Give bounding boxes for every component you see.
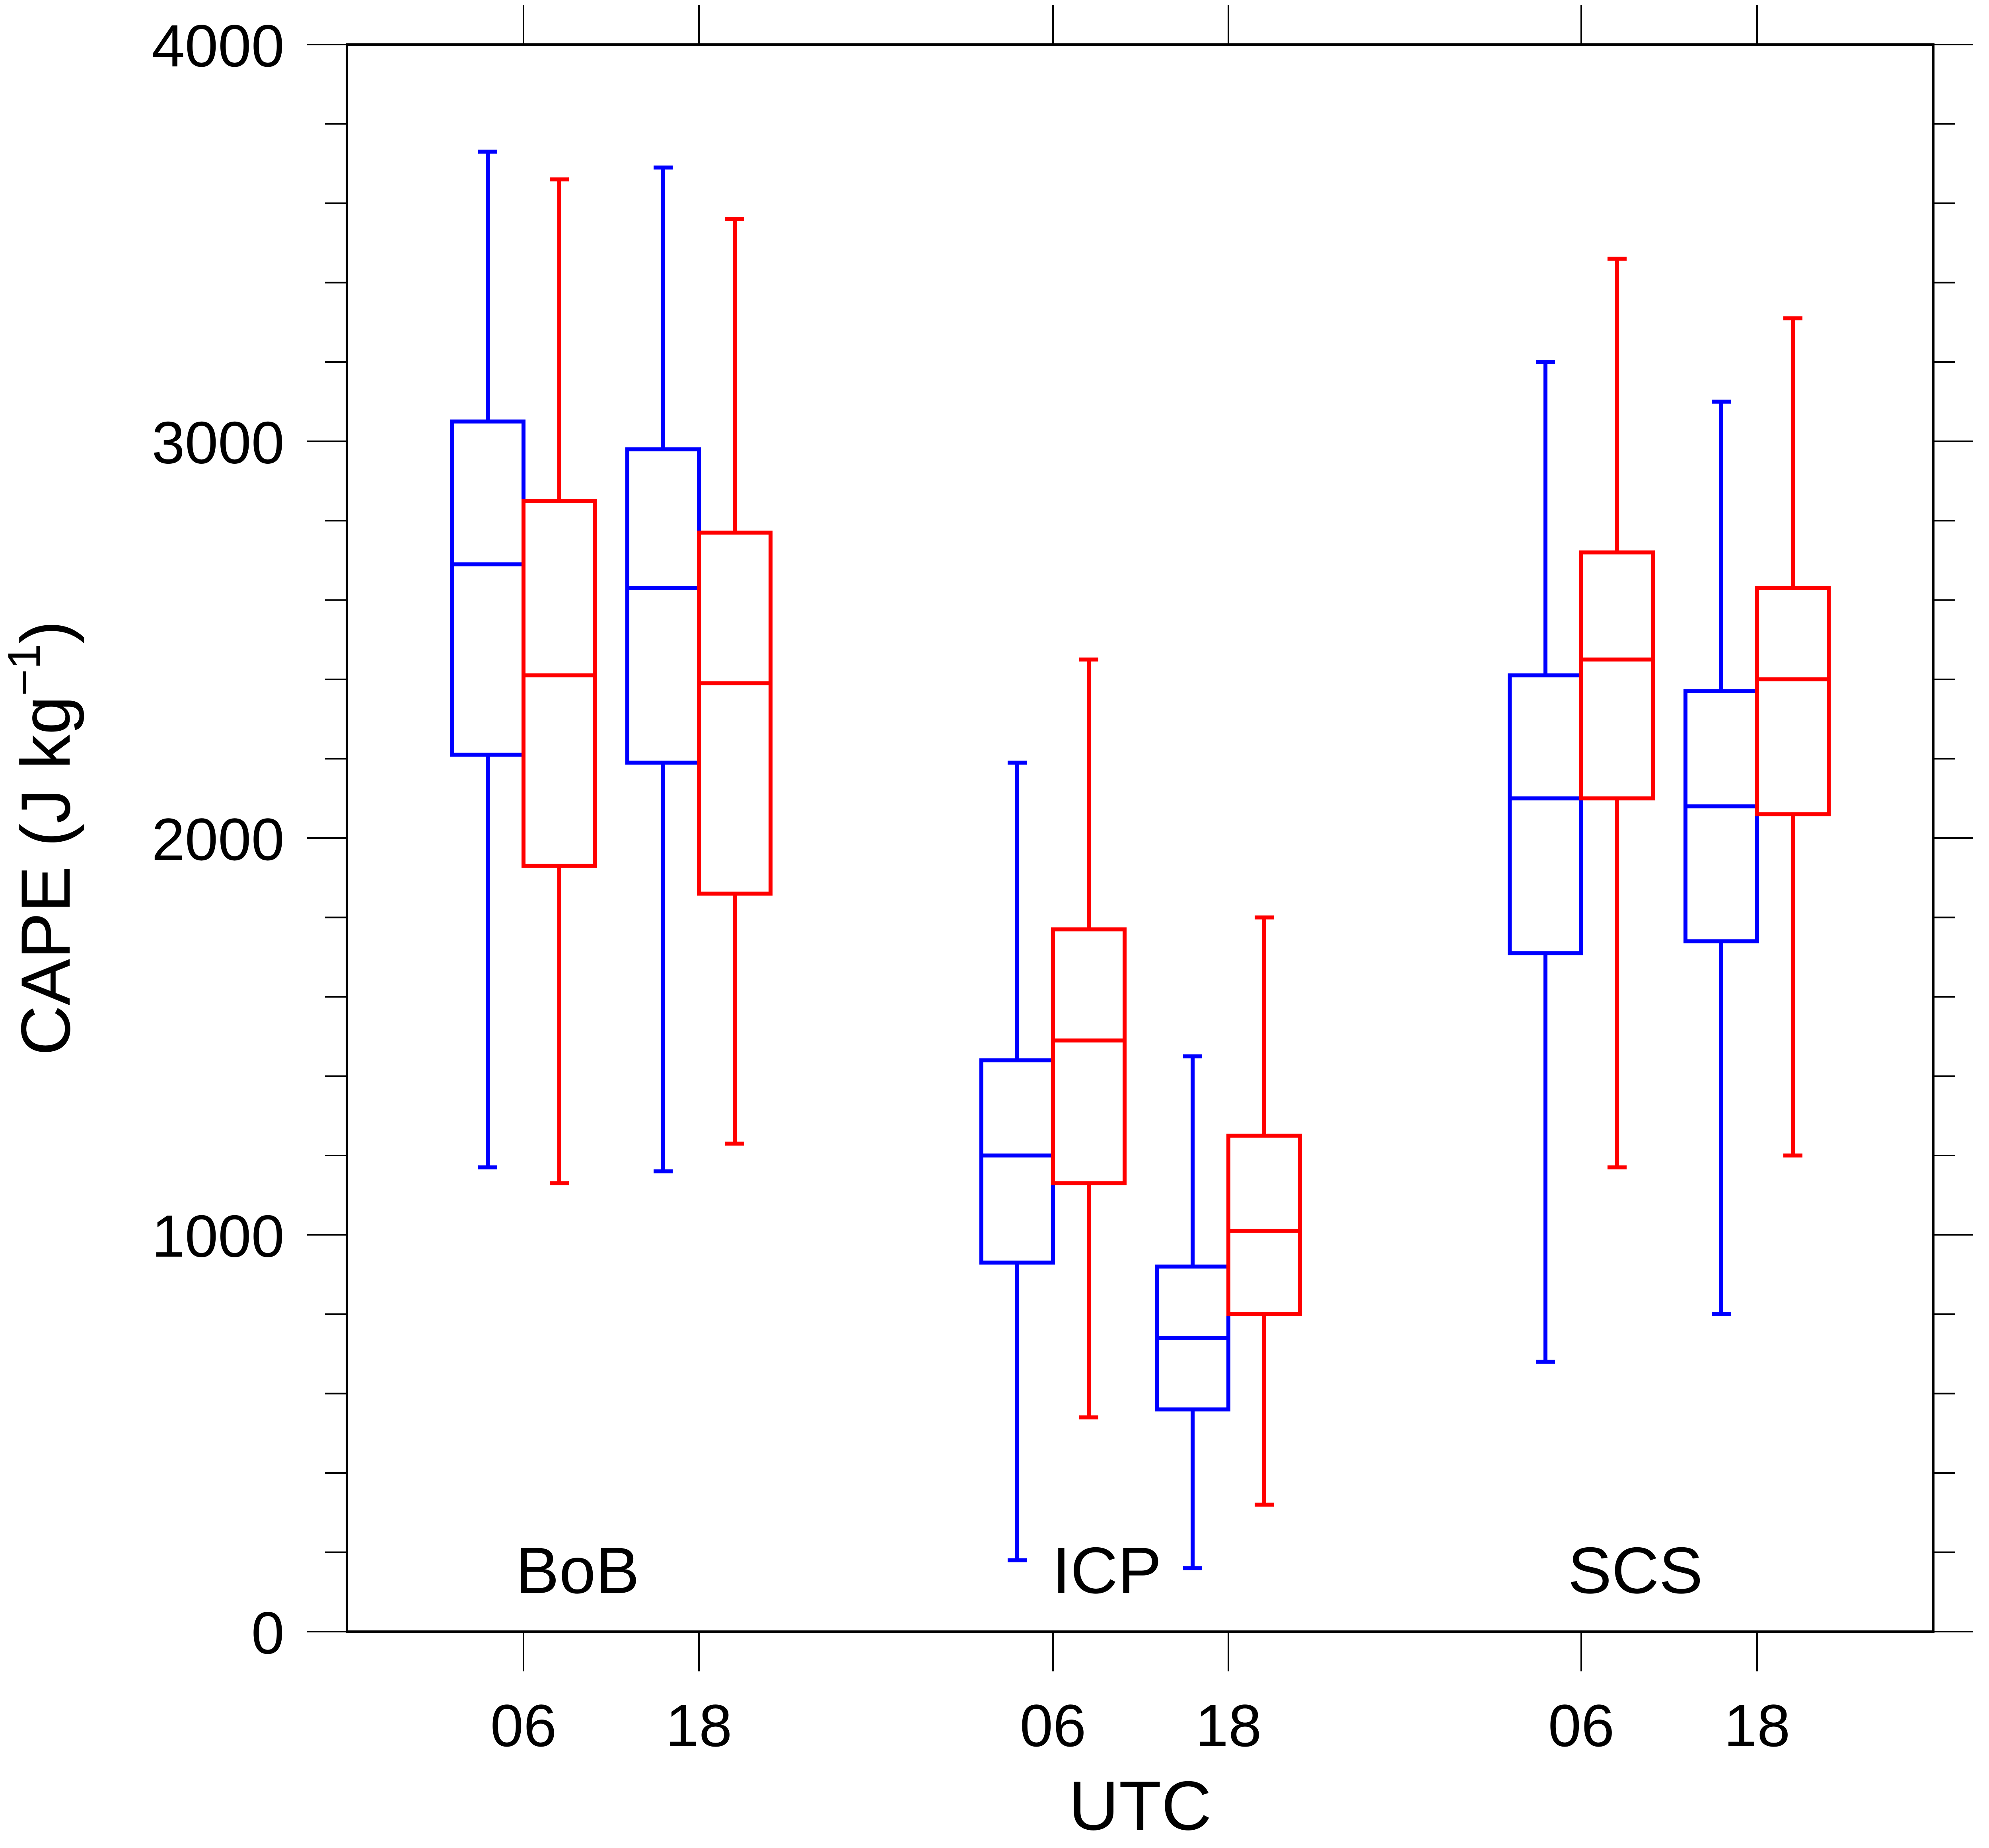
x-tick-label: 06: [1548, 1692, 1615, 1759]
region-label-scs: SCS: [1568, 1534, 1703, 1607]
region-label-bob: BoB: [516, 1534, 640, 1607]
region-label-icp: ICP: [1052, 1534, 1162, 1607]
y-axis-title-superscript: −1: [0, 644, 50, 696]
y-axis-title-close: ): [7, 621, 85, 644]
box-iqr: [450, 419, 525, 757]
box-SCS-06-blue: [1508, 360, 1583, 1364]
y-tick-label: 1000: [152, 1203, 284, 1270]
box-ICP-18-red: [1226, 915, 1302, 1507]
y-tick-label: 3000: [152, 409, 284, 476]
x-axis-title: UTC: [1068, 1767, 1212, 1845]
y-tick-label: 4000: [152, 12, 284, 79]
y-tick-label: 2000: [152, 806, 284, 873]
box-ICP-06-blue: [979, 761, 1055, 1562]
box-iqr: [522, 499, 597, 868]
box-iqr: [1508, 673, 1583, 955]
axis-ticks: [307, 5, 1973, 1671]
box-BoB-06-blue: [450, 150, 525, 1169]
box-iqr: [1051, 927, 1127, 1185]
box-SCS-18-red: [1755, 316, 1831, 1157]
y-axis-title-main: CAPE (J kg: [7, 696, 85, 1056]
axis-labels: 0 1000 2000 3000 4000 06 18 BoB 06 18 ICP 06 18 SCS: [152, 12, 1790, 1759]
x-tick-label: 06: [490, 1692, 557, 1759]
box-iqr: [1683, 689, 1759, 943]
box-iqr: [1226, 1134, 1302, 1316]
plot-frame: [346, 43, 1935, 1633]
box-BoB-06-red: [522, 177, 597, 1185]
box-iqr: [1755, 586, 1831, 817]
y-tick-label: 0: [251, 1599, 284, 1666]
box-iqr: [697, 530, 773, 896]
box-ICP-06-red: [1051, 657, 1127, 1420]
box-iqr: [979, 1058, 1055, 1265]
box-iqr: [625, 447, 701, 765]
y-axis-title: CAPE (J kg−1): [0, 621, 85, 1056]
x-tick-label: 18: [666, 1692, 732, 1759]
box-BoB-18-red: [697, 217, 773, 1146]
box-ICP-18-blue: [1155, 1054, 1230, 1570]
x-tick-label: 18: [1724, 1692, 1790, 1759]
x-tick-label: 18: [1195, 1692, 1262, 1759]
box-iqr: [1579, 550, 1655, 801]
box-BoB-18-blue: [625, 165, 701, 1173]
box-series: [450, 150, 1831, 1570]
box-SCS-06-red: [1579, 257, 1655, 1169]
x-tick-label: 06: [1020, 1692, 1086, 1759]
box-SCS-18-blue: [1683, 399, 1759, 1316]
